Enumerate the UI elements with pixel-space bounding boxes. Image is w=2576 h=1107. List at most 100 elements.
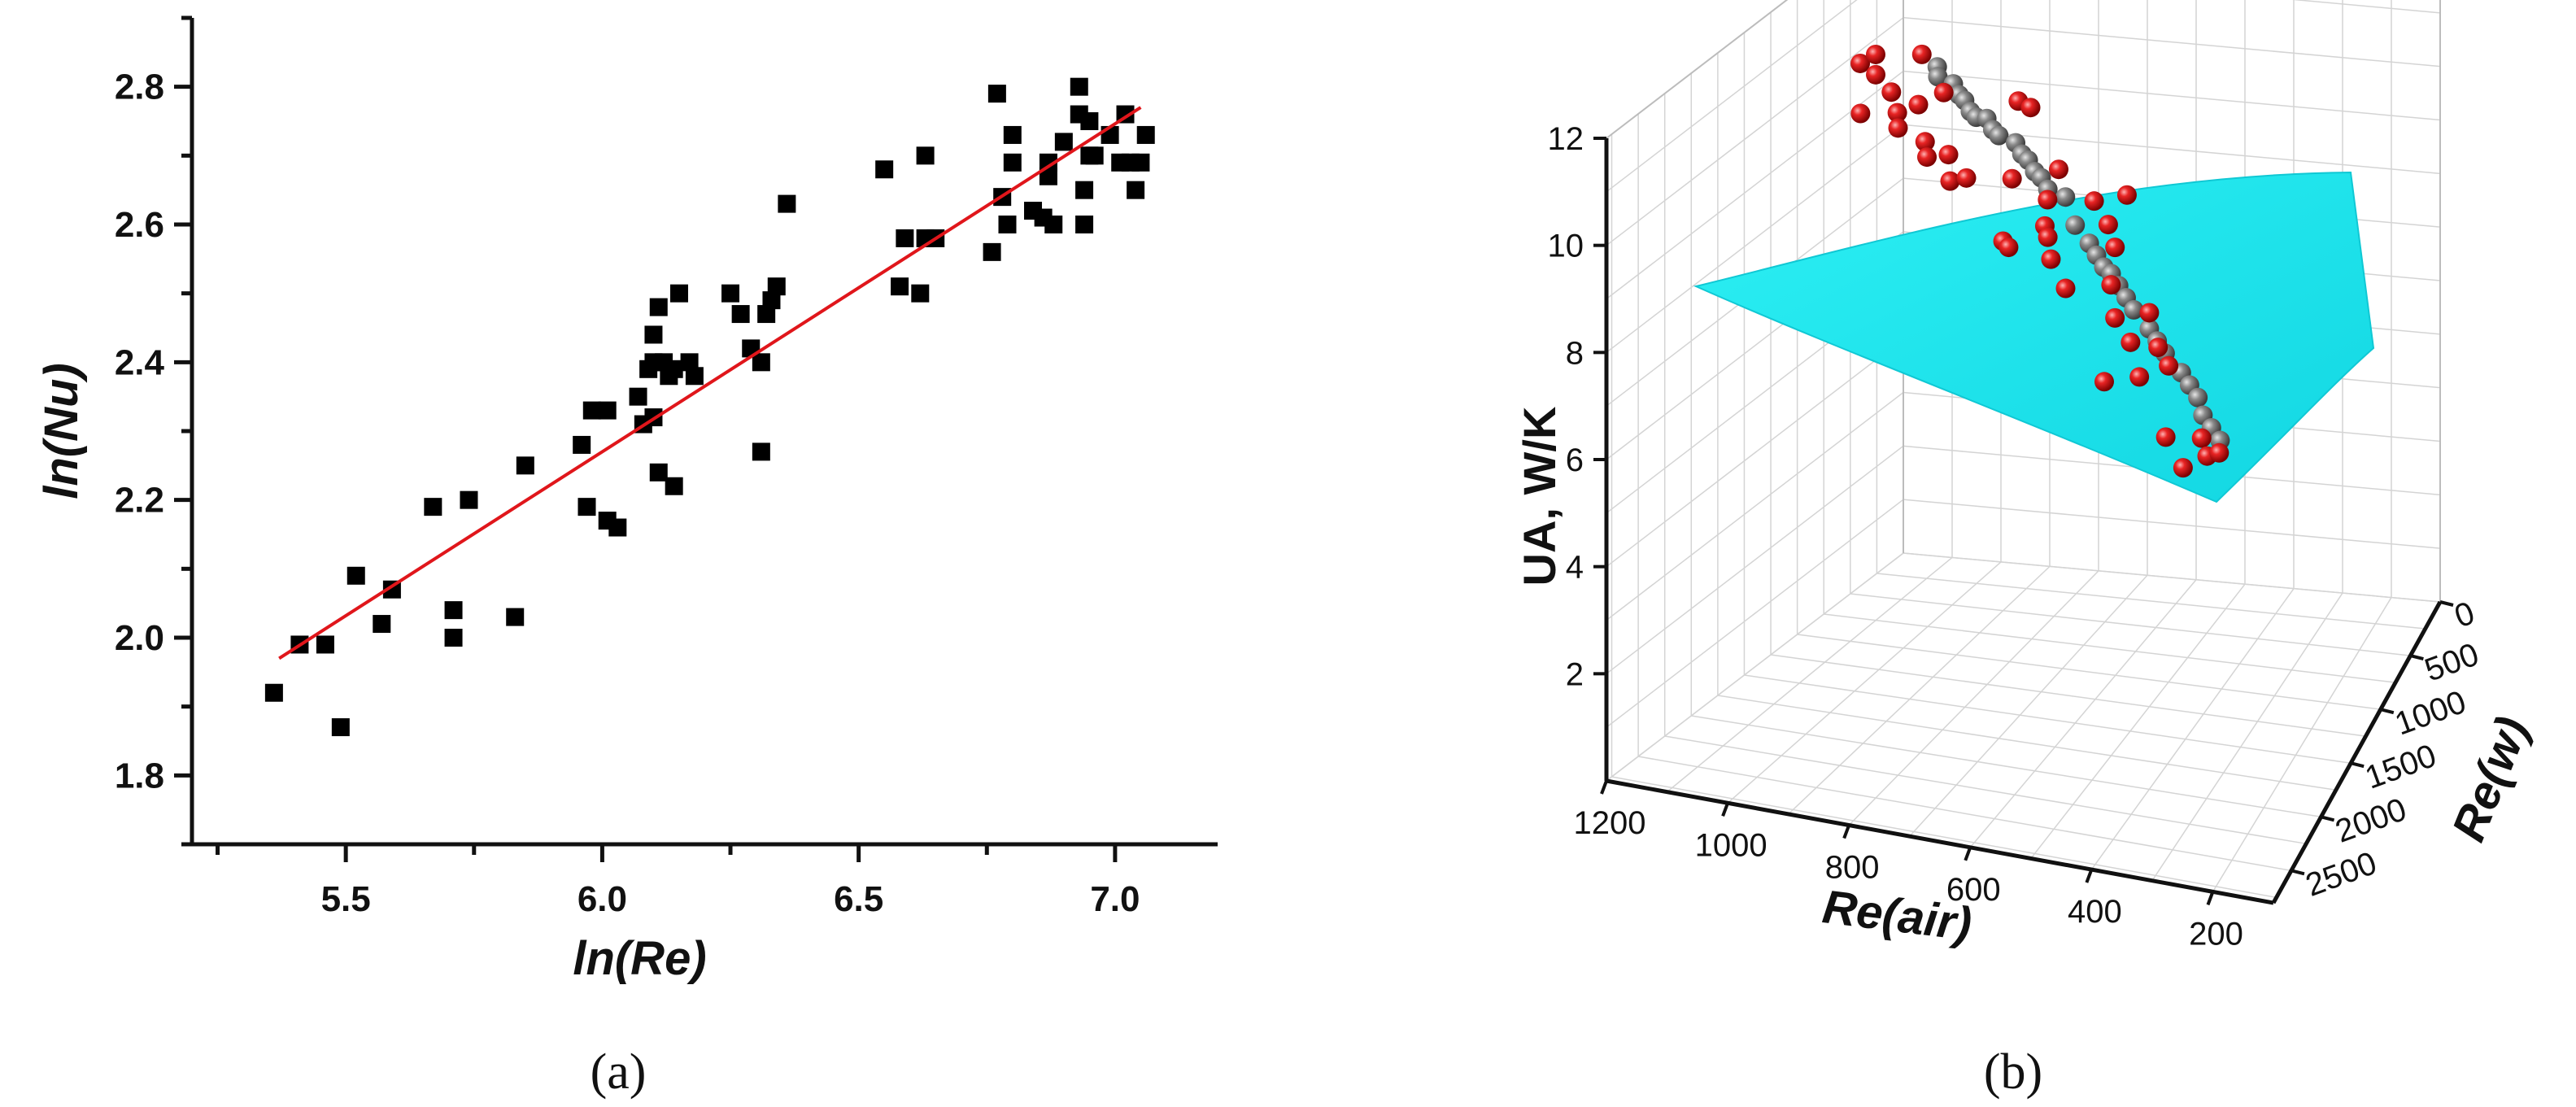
- z-tick-label: 12: [1548, 121, 1584, 157]
- floor-grid-line: [1797, 634, 2381, 710]
- z-axis-title-b: UA, W/K: [1514, 407, 1565, 586]
- data-point: [911, 284, 930, 303]
- measured-point: [2038, 190, 2058, 210]
- data-point: [1136, 125, 1155, 144]
- data-point: [649, 298, 668, 316]
- floor-grid-line: [2212, 597, 2392, 892]
- data-point: [373, 615, 391, 634]
- x-tick: [1721, 802, 1729, 817]
- data-point: [347, 566, 365, 585]
- y-axis-title-a: ln(Nu): [35, 363, 88, 499]
- data-point: [1039, 153, 1057, 172]
- floor-grid-line: [1717, 695, 2336, 791]
- y-tick-label: 1500: [2360, 738, 2441, 796]
- data-point: [731, 305, 750, 324]
- y-tick-label: 2.8: [115, 68, 164, 107]
- back-wall-grid-line: [1903, 499, 2441, 549]
- data-point: [578, 498, 596, 516]
- measured-point: [1938, 145, 1959, 165]
- data-point: [629, 387, 647, 406]
- data-point: [460, 490, 478, 509]
- side-wall-grid-line: [1606, 124, 1904, 353]
- data-point: [506, 608, 525, 626]
- y-tick-label: 2500: [2301, 845, 2382, 904]
- model-point: [2188, 387, 2208, 407]
- back-wall-grid-line: [1903, 16, 2441, 68]
- box-edge: [1606, 0, 1789, 139]
- measured-point: [2002, 168, 2022, 189]
- y-axis-line: [2271, 600, 2443, 904]
- data-point: [644, 325, 663, 344]
- fit-line-a: [278, 106, 1142, 660]
- data-point: [752, 442, 770, 461]
- data-point: [767, 277, 786, 296]
- measured-point: [1850, 53, 1871, 73]
- data-point: [1127, 181, 1145, 199]
- side-wall-grid-line: [1606, 391, 1904, 621]
- floor-grid-line: [2030, 583, 2246, 859]
- panel-label-a: (a): [591, 1044, 647, 1100]
- measured-point: [2020, 98, 2041, 118]
- measured-point: [1908, 94, 1929, 115]
- floor-grid-line: [1850, 593, 2411, 656]
- side-wall-grid-line: [1606, 338, 1904, 568]
- grid-3d-b: [1606, 0, 2441, 904]
- floor-grid-line: [1637, 756, 2292, 872]
- measured-point: [2101, 275, 2121, 295]
- data-point: [573, 435, 591, 454]
- measured-point: [1956, 168, 1977, 188]
- measured-point: [2209, 442, 2229, 463]
- data-point: [1044, 216, 1063, 233]
- measured-point: [2098, 215, 2118, 235]
- measured-point: [2038, 227, 2058, 247]
- measured-point: [2055, 278, 2076, 299]
- x-tick: [1964, 847, 1972, 861]
- measured-point: [2129, 367, 2150, 387]
- measured-point: [1881, 82, 1902, 102]
- data-point: [1054, 133, 1073, 151]
- model-point: [2065, 215, 2086, 235]
- measured-point: [1866, 64, 1886, 85]
- y-tick-label: 1.8: [115, 756, 164, 795]
- data-point: [444, 629, 463, 647]
- data-point: [582, 401, 601, 420]
- floor-grid-line: [1611, 776, 2277, 899]
- model-point: [1989, 125, 2009, 146]
- data-point: [316, 635, 334, 654]
- side-wall-grid-line: [1606, 445, 1904, 674]
- data-point: [778, 194, 796, 213]
- measured-point: [2191, 428, 2212, 448]
- y-tick: [2439, 600, 2454, 607]
- ticks-a: [174, 15, 1118, 862]
- measured-point: [2148, 338, 2168, 358]
- data-point: [331, 718, 350, 737]
- data-point: [1075, 216, 1094, 233]
- measured-point: [1933, 82, 1954, 102]
- data-point: [721, 284, 740, 303]
- y-tick: [2380, 708, 2395, 715]
- x-tick: [2206, 891, 2215, 906]
- z-tick-label: 6: [1566, 442, 1584, 478]
- y-tick-label: 2.6: [115, 205, 164, 245]
- z-tick-label: 8: [1566, 335, 1584, 371]
- measured-point: [2105, 238, 2125, 258]
- side-wall-grid-line: [1606, 499, 1904, 728]
- data-point: [891, 277, 909, 296]
- measured-point: [2139, 303, 2160, 323]
- data-point: [757, 305, 776, 324]
- data-point: [665, 360, 683, 378]
- x-tick: [2085, 869, 2094, 883]
- data-point: [1003, 153, 1022, 172]
- floor-grid-line: [2090, 588, 2295, 870]
- z-tick-label: 10: [1548, 229, 1584, 264]
- y-tick-label: 500: [2420, 636, 2483, 688]
- floor-grid-line: [1667, 556, 1953, 793]
- data-point: [1080, 112, 1099, 130]
- data-point: [896, 229, 914, 247]
- data-point: [444, 601, 463, 620]
- measured-point: [2155, 427, 2176, 447]
- x-tick-label: 200: [2189, 916, 2243, 952]
- side-wall-grid-line: [1606, 0, 1858, 193]
- measured-point: [1887, 102, 1907, 123]
- data-point: [649, 463, 668, 482]
